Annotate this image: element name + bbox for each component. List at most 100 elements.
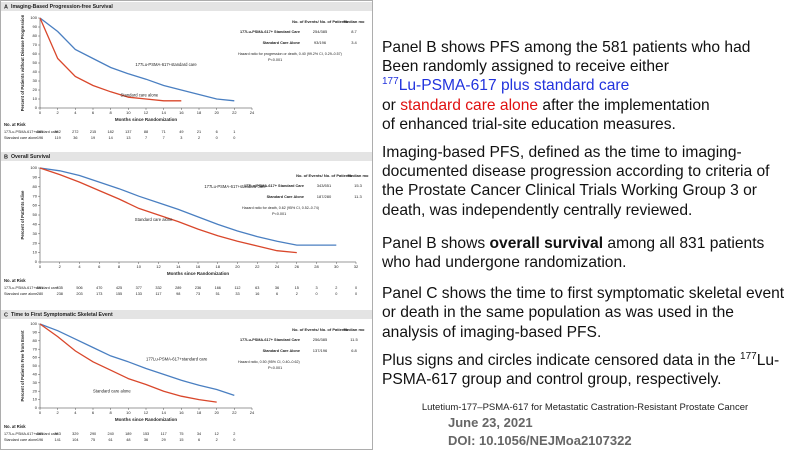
risk-number: 2 [335,286,337,290]
x-tick-label: 2 [59,264,62,269]
paragraph: Panel C shows the time to first symptoma… [382,285,785,341]
text-line: Panel B shows PFS among the 581 patients… [382,39,751,56]
text-line: of enhanced trial-site education measure… [382,115,676,133]
panel-letter: C [4,312,8,318]
x-tick-label: 10 [137,264,142,269]
risk-title: No. at Risk [4,424,26,429]
y-tick-label: 10 [33,96,38,101]
y-tick-label: 50 [33,60,38,65]
y-tick-label: 20 [33,240,38,245]
y-tick-label: 40 [33,371,38,376]
risk-number: 15 [295,286,299,290]
text: Lu-PSMA-617 plus standard care [398,77,630,95]
risk-row-label: Standard care alone [4,292,37,296]
paragraph: Panel B shows PFS among the 581 patients… [382,38,794,134]
caption: Lutetium-177–PSMA-617 for Metastatic Cas… [421,402,749,413]
x-tick-label: 32 [354,264,359,269]
risk-number: 2 [296,292,298,296]
x-tick-label: 26 [295,264,300,269]
y-tick-label: 70 [33,42,38,47]
hazard-ratio: Hazard ratio for progression or death, 0… [238,52,342,56]
slide-text: Panel B shows PFS among the 581 patients… [382,38,794,398]
x-tick-label: 24 [275,264,280,269]
y-tick-label: 30 [33,231,38,236]
y-axis-label: Percent of Patients without Disease Prog… [20,14,25,111]
risk-number: 385 [37,432,43,436]
risk-number: 34 [197,432,201,436]
risk-number: 215 [90,130,96,134]
x-axis-label: Months since Randomization [115,417,178,422]
risk-number: 36 [144,438,148,442]
risk-number: 272 [72,130,78,134]
annotation: Standard care alone [93,388,131,393]
legend-events: 137/196 [313,348,328,353]
risk-number: 117 [161,432,167,436]
bold-text: overall survival [489,234,604,252]
legend-label: Standard Care Alone [267,195,304,199]
text: after the implementation [542,96,710,114]
y-tick-label: 100 [30,321,37,326]
legend-label: Standard Care Alone [263,349,300,353]
x-tick-label: 4 [74,410,77,415]
risk-number: 141 [54,438,60,442]
risk-number: 6 [276,292,278,296]
legend-header: No. of Events/ No. of Patients [292,19,349,24]
survival-curve [39,17,182,102]
risk-number: 75 [91,438,95,442]
risk-number: 0 [315,292,317,296]
risk-row-label: 177Lu-PSMA-617+standard care [4,286,58,290]
risk-number: 332 [155,286,161,290]
panel-letter: B [4,154,8,160]
risk-number: 36 [73,136,77,140]
x-tick-label: 0 [39,410,42,415]
y-tick-label: 20 [33,388,38,393]
legend-label: 177Lu-PSMA-617+ Standard Care [244,184,304,188]
risk-row-label: 177Lu-PSMA-617+standard care [4,130,58,134]
risk-number: 137 [125,130,131,134]
risk-number: 280 [37,292,43,296]
x-tick-label: 8 [110,410,113,415]
x-axis-label: Months since Randomization [115,117,178,122]
panel-title: Imaging-Based Progression-free Survival [11,4,113,10]
survival-curve [39,17,235,102]
risk-number: 88 [144,130,148,134]
risk-number: 289 [175,286,181,290]
risk-number: 75 [179,432,183,436]
y-tick-label: 90 [33,24,38,29]
date: June 23, 2021 [448,415,533,430]
risk-number: 71 [162,130,166,134]
risk-row-label: 177Lu-PSMA-617+standard care [4,432,58,436]
p-value: P<0.001 [268,366,282,370]
legend-median: 3.4 [351,40,357,45]
risk-number: 98 [176,292,180,296]
x-tick-label: 14 [161,110,166,115]
legend-median: 15.3 [354,183,363,188]
x-tick-label: 0 [39,110,42,115]
legend-events: 187/280 [317,194,332,199]
legend-events: 93/196 [314,40,327,45]
y-tick-label: 90 [33,174,38,179]
y-tick-label: 20 [33,87,38,92]
panel-title: Overall Survival [11,154,51,160]
x-tick-label: 28 [314,264,319,269]
risk-number: 363 [54,432,60,436]
legend-header: Median mo [344,327,365,332]
risk-number: 2 [216,438,218,442]
y-tick-label: 0 [35,259,38,264]
y-tick-label: 90 [33,329,38,334]
risk-number: 0 [233,438,235,442]
risk-number: 73 [196,292,200,296]
legend-median: 8.7 [351,29,357,34]
risk-number: 329 [72,432,78,436]
x-tick-label: 8 [118,264,121,269]
risk-number: 196 [37,438,43,442]
x-tick-label: 16 [179,410,184,415]
y-tick-label: 60 [33,355,38,360]
figure: A Imaging-Based Progression-free Survival… [0,0,373,450]
text: Panel B shows [382,234,486,252]
text: Lu-PSMA-617 group and control group, res… [382,351,780,389]
x-tick-label: 8 [110,110,113,115]
risk-number: 535 [57,286,63,290]
risk-number: 112 [234,286,240,290]
legend-header: Median mo [348,173,369,178]
